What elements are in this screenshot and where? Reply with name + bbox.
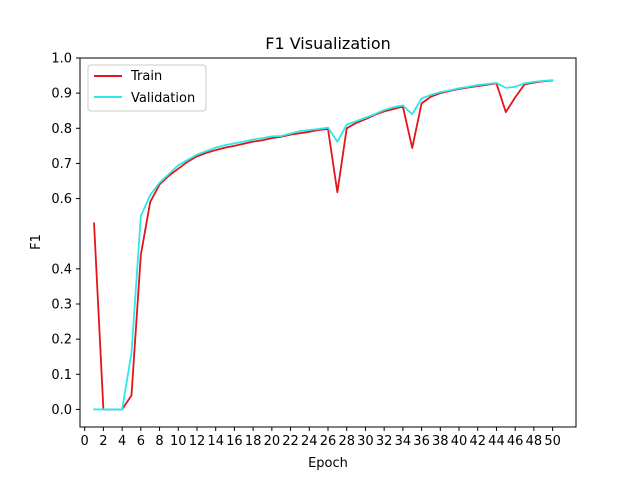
x-tick-label: 28 — [338, 434, 355, 449]
y-tick-label: 0.0 — [51, 403, 72, 418]
x-tick-label: 16 — [226, 434, 243, 449]
y-tick-label: 1.0 — [51, 52, 72, 67]
y-tick-label: 0.9 — [51, 87, 72, 102]
x-tick-label: 32 — [376, 434, 393, 449]
x-tick-label: 4 — [118, 434, 126, 449]
x-tick-label: 30 — [357, 434, 374, 449]
y-tick-label: 0.2 — [51, 333, 72, 348]
x-tick-label: 38 — [432, 434, 449, 449]
x-tick-label: 50 — [544, 434, 561, 449]
series-line-validation — [93, 79, 554, 411]
x-tick-label: 20 — [264, 434, 281, 449]
x-tick-label: 10 — [170, 434, 187, 449]
chart-title: F1 Visualization — [265, 34, 391, 53]
y-tick-label: 0.1 — [51, 368, 72, 383]
x-tick-label: 48 — [526, 434, 543, 449]
y-axis-label: F1 — [29, 234, 44, 250]
x-tick-label: 8 — [155, 434, 163, 449]
x-tick-label: 18 — [245, 434, 262, 449]
x-tick-label: 6 — [137, 434, 145, 449]
x-tick-label: 22 — [282, 434, 299, 449]
x-tick-label: 0 — [81, 434, 89, 449]
y-tick-label: 0.6 — [51, 192, 72, 207]
y-tick-label: 0.4 — [51, 262, 72, 277]
y-tick-label: 0.7 — [51, 157, 72, 172]
x-tick-label: 12 — [189, 434, 206, 449]
x-tick-label: 24 — [301, 434, 318, 449]
y-tick-label: 0.8 — [51, 122, 72, 137]
plot-frame — [79, 57, 577, 428]
x-tick-label: 46 — [507, 434, 524, 449]
legend: Train Validation — [87, 64, 207, 112]
x-tick-label: 36 — [413, 434, 430, 449]
x-axis-ticks: 0 2 4 6 8 10 12 14 16 18 20 22 24 26 28 30 32 34 36 38 40 42 4… — [81, 427, 561, 449]
x-axis-label: Epoch — [308, 456, 348, 471]
x-tick-label: 2 — [99, 434, 107, 449]
series-line-train — [93, 79, 554, 411]
x-tick-label: 34 — [395, 434, 412, 449]
y-tick-label: 0.3 — [51, 298, 72, 313]
series-lines — [93, 79, 554, 411]
legend-label-train: Train — [130, 69, 162, 84]
y-axis-ticks: 0.0 0.1 0.2 0.3 0.4 0.6 0.7 0.8 0.9 1.0 — [51, 52, 80, 418]
x-tick-label: 44 — [488, 434, 505, 449]
x-tick-label: 40 — [451, 434, 468, 449]
legend-label-validation: Validation — [131, 91, 195, 106]
x-tick-label: 14 — [207, 434, 224, 449]
x-tick-label: 26 — [320, 434, 337, 449]
x-tick-label: 42 — [469, 434, 486, 449]
